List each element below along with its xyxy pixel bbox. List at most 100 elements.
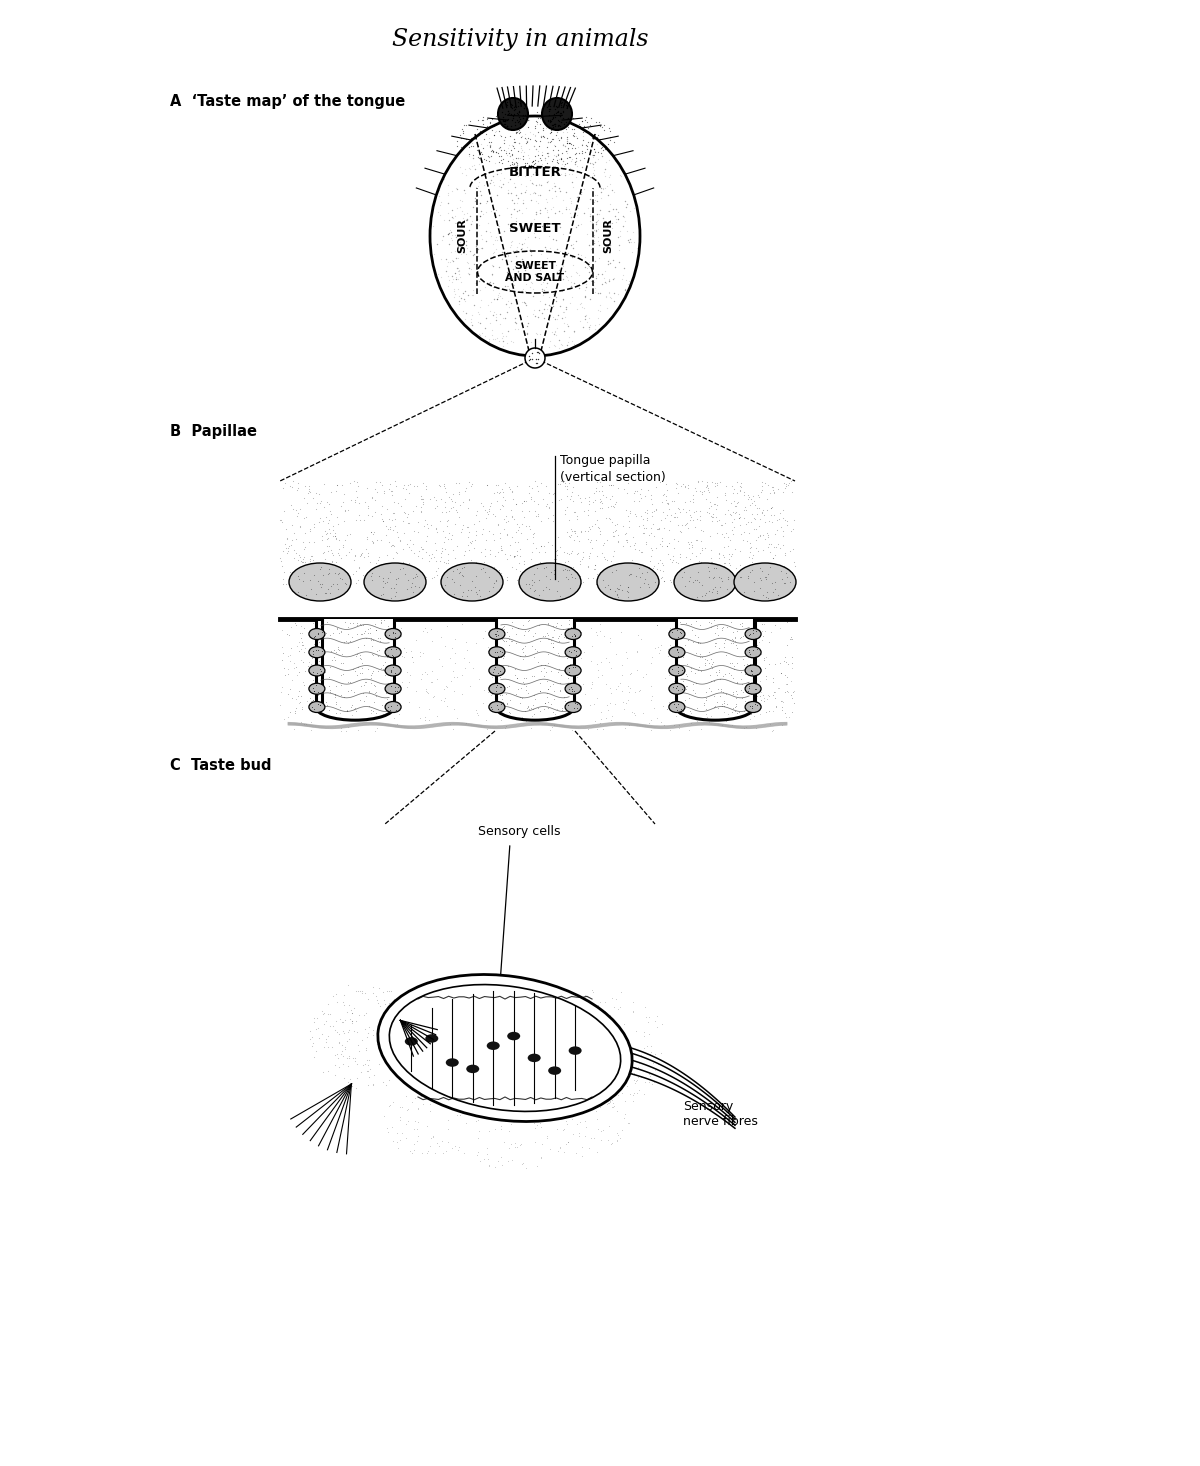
Point bbox=[506, 210, 526, 233]
Point bbox=[338, 676, 358, 699]
Point bbox=[413, 564, 432, 588]
Point bbox=[445, 627, 464, 651]
Point bbox=[605, 289, 624, 312]
Point bbox=[445, 1135, 464, 1158]
Point bbox=[342, 1009, 361, 1032]
Point bbox=[505, 255, 524, 279]
Point bbox=[275, 708, 294, 732]
Ellipse shape bbox=[308, 683, 325, 695]
Point bbox=[613, 534, 632, 557]
Point bbox=[511, 107, 530, 130]
Point bbox=[305, 1010, 324, 1034]
Point bbox=[493, 334, 512, 358]
Ellipse shape bbox=[668, 683, 685, 695]
Point bbox=[563, 718, 582, 742]
Point bbox=[593, 1080, 612, 1104]
Point bbox=[605, 579, 624, 603]
Point bbox=[480, 538, 499, 561]
Point bbox=[587, 509, 606, 532]
Point bbox=[577, 120, 596, 144]
Point bbox=[617, 1075, 636, 1098]
Point bbox=[452, 583, 472, 607]
Point bbox=[398, 512, 418, 535]
Point bbox=[593, 491, 612, 515]
Point bbox=[500, 544, 520, 567]
Point bbox=[556, 339, 575, 362]
Point bbox=[672, 649, 691, 673]
Point bbox=[322, 481, 341, 504]
Point bbox=[456, 1111, 475, 1135]
Point bbox=[569, 1088, 588, 1111]
Point bbox=[727, 481, 746, 504]
Point bbox=[446, 498, 466, 522]
Point bbox=[655, 482, 674, 506]
Point bbox=[397, 532, 416, 556]
Point bbox=[559, 471, 578, 494]
Point bbox=[730, 613, 749, 636]
Point bbox=[590, 496, 610, 519]
Point bbox=[396, 563, 415, 586]
Point bbox=[624, 1061, 643, 1085]
Point bbox=[317, 695, 336, 718]
Point bbox=[763, 545, 782, 569]
Point bbox=[605, 496, 624, 519]
Point bbox=[650, 471, 670, 494]
Point bbox=[409, 567, 428, 591]
Point bbox=[700, 676, 719, 699]
Point bbox=[590, 126, 610, 150]
Point bbox=[382, 979, 401, 1003]
Point bbox=[491, 312, 510, 336]
Point bbox=[563, 107, 582, 130]
Point bbox=[527, 217, 546, 240]
Point bbox=[314, 541, 334, 564]
Point bbox=[574, 129, 593, 152]
Point bbox=[695, 654, 714, 677]
Point bbox=[614, 257, 634, 280]
Point bbox=[506, 666, 526, 689]
Point bbox=[491, 526, 510, 550]
Point bbox=[551, 107, 570, 130]
Point bbox=[688, 507, 707, 531]
Point bbox=[690, 645, 709, 668]
Point bbox=[779, 652, 798, 676]
Point bbox=[565, 271, 584, 295]
Point bbox=[697, 686, 716, 710]
Point bbox=[734, 581, 754, 604]
Point bbox=[341, 538, 360, 561]
Point bbox=[536, 186, 556, 210]
Point bbox=[492, 617, 511, 641]
Point bbox=[295, 660, 314, 683]
Point bbox=[428, 563, 448, 586]
Point bbox=[536, 564, 556, 588]
Point bbox=[310, 693, 329, 717]
Point bbox=[462, 569, 481, 592]
Point bbox=[312, 661, 331, 685]
Point bbox=[438, 254, 457, 277]
Point bbox=[593, 496, 612, 519]
Point bbox=[373, 1019, 392, 1042]
Point bbox=[470, 204, 490, 227]
Point bbox=[702, 627, 721, 651]
Point bbox=[482, 561, 502, 585]
Point bbox=[450, 195, 469, 218]
Point bbox=[707, 616, 726, 639]
Point bbox=[763, 572, 782, 595]
Point bbox=[496, 103, 515, 126]
Point bbox=[340, 1017, 359, 1041]
Point bbox=[560, 638, 580, 661]
Point bbox=[568, 504, 587, 528]
Point bbox=[349, 567, 368, 591]
Point bbox=[376, 1035, 395, 1058]
Point bbox=[310, 641, 329, 664]
Point bbox=[610, 578, 629, 601]
Point bbox=[380, 673, 400, 696]
Point bbox=[697, 648, 716, 671]
Point bbox=[527, 104, 546, 128]
Point bbox=[566, 216, 586, 239]
Point bbox=[521, 564, 540, 588]
Point bbox=[546, 185, 565, 208]
Point bbox=[588, 1057, 607, 1080]
Point bbox=[668, 482, 688, 506]
Point bbox=[670, 620, 689, 644]
Point bbox=[540, 110, 559, 133]
